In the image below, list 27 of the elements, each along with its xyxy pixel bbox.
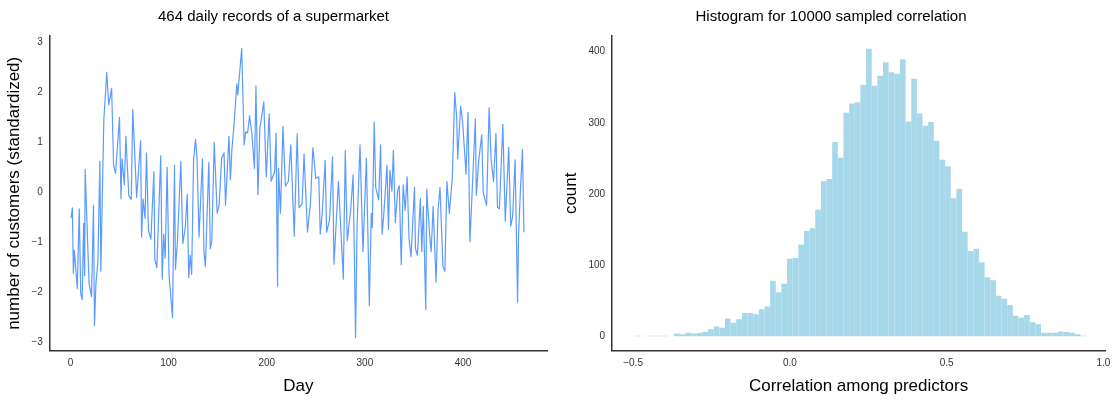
x-tick-label: −0.5 — [623, 357, 644, 369]
y-tick-label: 3 — [37, 36, 44, 48]
x-tick-label: 300 — [356, 357, 374, 369]
y-tick-label: −2 — [31, 285, 44, 297]
x-tick-label: 200 — [258, 357, 276, 369]
y-tick-label: 1 — [37, 136, 44, 148]
x-tick-label: 0.0 — [782, 357, 798, 369]
x-axis-title: Day — [283, 376, 315, 396]
x-tick-label: 100 — [160, 357, 178, 369]
y-tick-label: 300 — [588, 116, 606, 128]
y-tick-label: 0 — [37, 186, 44, 198]
x-axis-title: Correlation among predictors — [748, 376, 969, 396]
y-tick-label: 100 — [588, 258, 606, 270]
y-axis-title: number of customers (standardized) — [3, 56, 23, 330]
y-tick-label: 2 — [37, 86, 44, 98]
y-tick-label: 400 — [588, 45, 606, 57]
chart-title: Histogram for 10000 sampled correlation — [695, 7, 967, 25]
x-tick-label: 0 — [67, 357, 74, 369]
x-tick-label: 400 — [454, 357, 472, 369]
y-tick-label: −3 — [31, 335, 44, 347]
x-tick-label: 0.5 — [939, 357, 955, 369]
y-tick-label: −1 — [31, 235, 44, 247]
y-tick-label: 200 — [588, 187, 606, 199]
chart-title: 464 daily records of a supermarket — [158, 7, 390, 25]
x-tick-label: 1.0 — [1096, 357, 1111, 369]
y-tick-label: 0 — [599, 330, 606, 342]
y-axis-title: count — [560, 172, 580, 215]
